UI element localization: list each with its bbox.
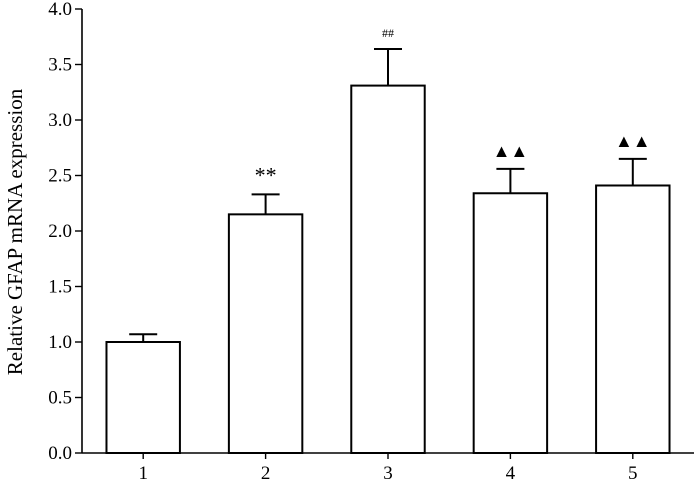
- bar-3: [350, 84, 426, 454]
- bar-4: [472, 192, 549, 454]
- y-tick-label: 0.5: [48, 388, 72, 409]
- x-tick-label: 5: [628, 463, 638, 484]
- x-tick-label: 2: [261, 463, 271, 484]
- y-tick-label: 4.0: [48, 0, 72, 20]
- bar-1: [105, 341, 181, 454]
- x-axis-ticks: 1 2 3 4 5: [138, 453, 638, 484]
- y-tick-label: 3.0: [48, 110, 72, 131]
- x-tick-label: 1: [138, 463, 148, 484]
- y-tick-label: 1.0: [48, 332, 72, 353]
- y-axis-label: Relative GFAP mRNA expression: [3, 88, 27, 375]
- significance-mark-3: ##: [382, 26, 394, 40]
- significance-annotations: ** ## ▲▲ ▲▲: [255, 26, 651, 187]
- y-tick-label: 3.5: [48, 55, 72, 76]
- x-tick-label: 4: [506, 463, 516, 484]
- y-tick-label: 1.5: [48, 277, 72, 298]
- error-bars: [129, 47, 647, 342]
- significance-mark-5: ▲▲: [615, 131, 651, 151]
- significance-mark-2: **: [255, 162, 277, 187]
- x-tick-label: 3: [383, 463, 393, 484]
- y-tick-label: 2.0: [48, 221, 72, 242]
- y-tick-label: 2.5: [48, 166, 72, 187]
- bar-2: [227, 213, 304, 454]
- y-tick-label: 0.0: [48, 443, 72, 464]
- bar-5: [595, 184, 671, 455]
- bars: [105, 84, 671, 455]
- y-axis-ticks: 0.0 0.5 1.0 1.5 2.0 2.5 3.0 3.5 4.0: [48, 0, 82, 464]
- significance-mark-4: ▲▲: [493, 141, 529, 161]
